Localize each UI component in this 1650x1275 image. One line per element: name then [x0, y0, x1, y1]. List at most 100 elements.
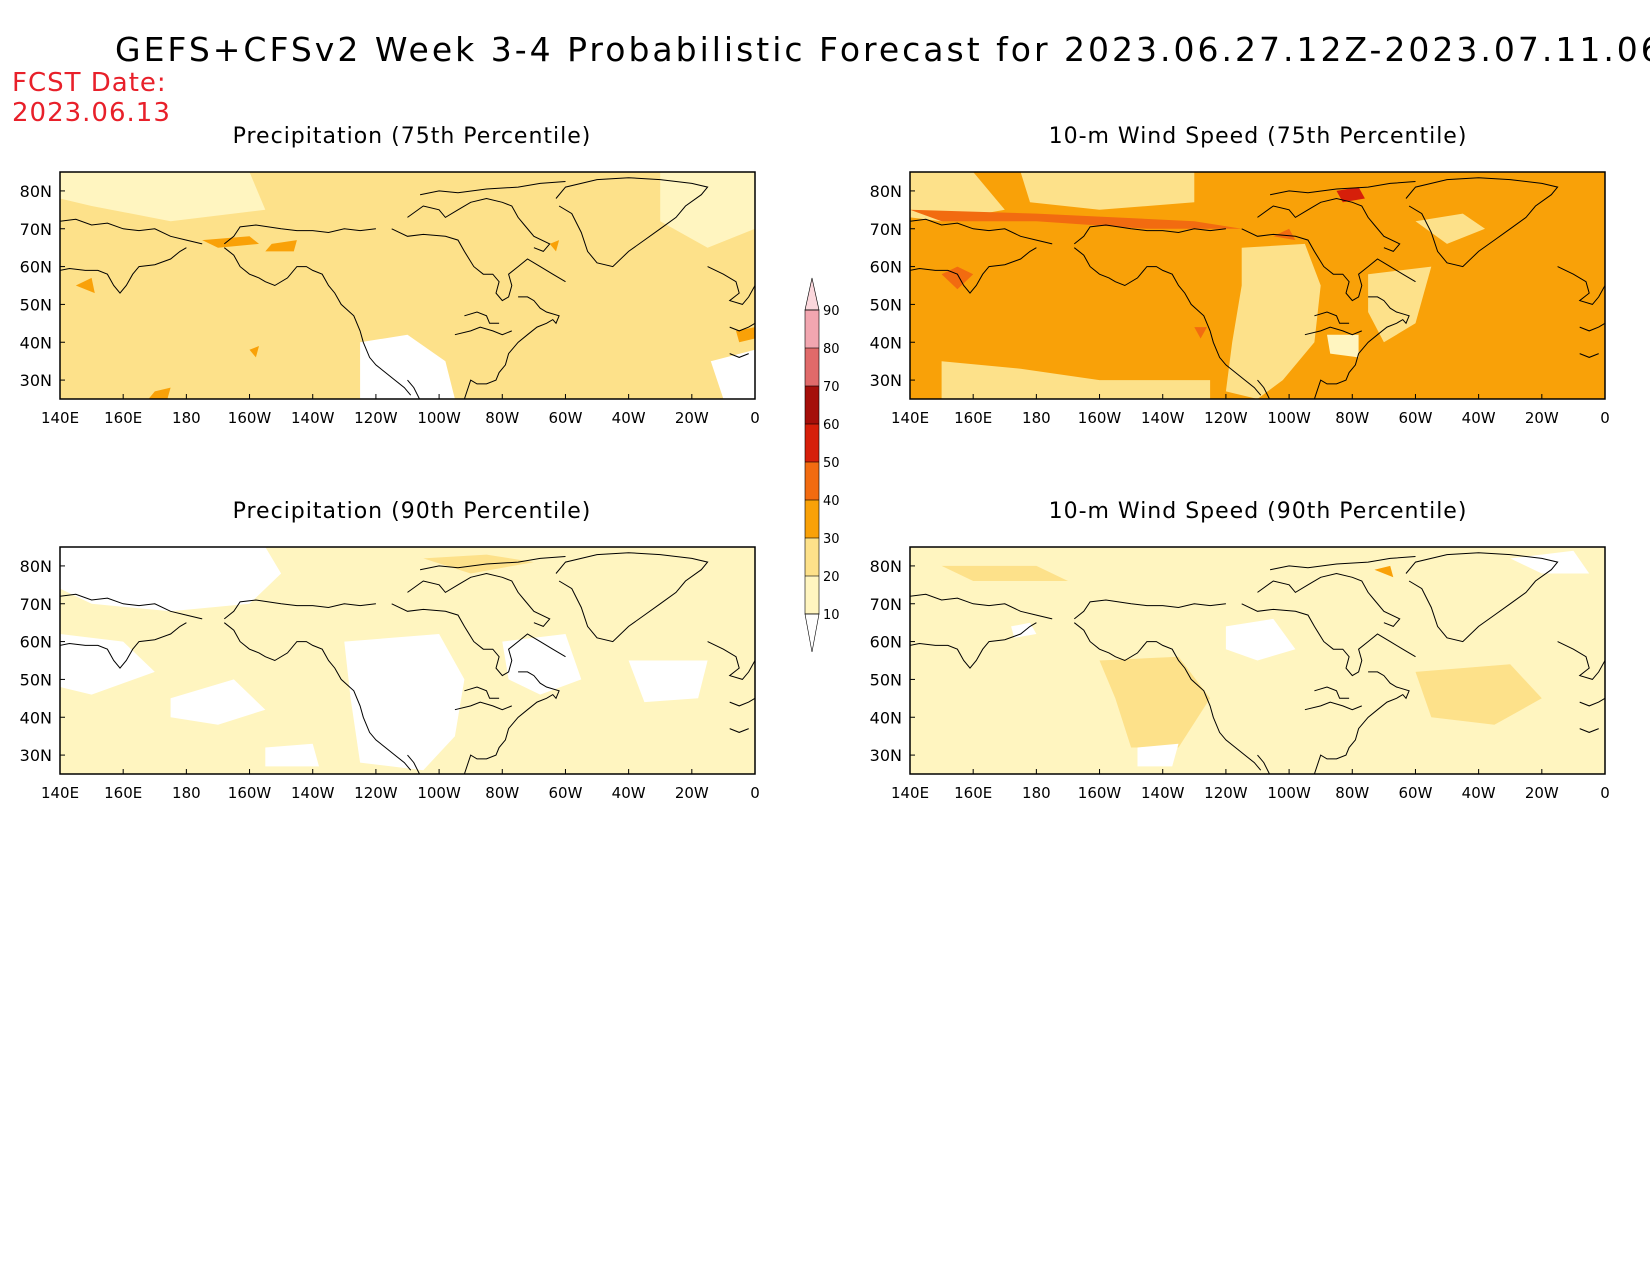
lat-label: 80N	[870, 557, 902, 576]
coastline	[707, 266, 755, 305]
coastline	[1314, 686, 1350, 699]
colorbar-label: 30	[823, 532, 840, 547]
panel-title-precip-75: Precipitation (75th Percentile)	[232, 124, 592, 149]
lon-label: 0	[1600, 784, 1610, 802]
forecast-date: FCST Date: 2023.06.13	[12, 68, 171, 128]
coastline	[910, 218, 1053, 245]
coastline	[910, 247, 1037, 294]
lon-label: 60W	[548, 784, 582, 802]
colorbar-swatch	[805, 386, 819, 424]
lat-label: 40N	[20, 708, 52, 727]
lon-label: 180	[172, 784, 201, 802]
map-precip-75: 80N 70N 60N 50N 40N 30N 140E 160E 180 160W 140W 120…	[20, 171, 760, 427]
lon-label: 20W	[1525, 409, 1559, 427]
lon-label: 40W	[1462, 784, 1496, 802]
coastline	[729, 353, 749, 358]
map-frame	[909, 171, 1606, 400]
colorbar-bottom-arrow	[804, 613, 820, 653]
field-patch	[1194, 327, 1207, 339]
lon-label: 0	[750, 784, 760, 802]
map-frame	[909, 546, 1606, 775]
lon-label: 60W	[1398, 409, 1432, 427]
coastline	[223, 247, 412, 396]
colorbar-top-arrow	[804, 277, 820, 311]
lon-label: 120W	[354, 784, 398, 802]
field-patch	[628, 660, 708, 703]
lat-label: 40N	[20, 333, 52, 352]
field-patch	[1020, 172, 1195, 210]
coastline	[454, 701, 512, 711]
coastline	[1557, 641, 1605, 680]
lon-label: 40W	[1462, 409, 1496, 427]
colorbar-label: 80	[823, 342, 840, 357]
coastline	[1073, 224, 1226, 245]
lat-label: 60N	[870, 633, 902, 652]
lon-label: 120W	[1204, 409, 1248, 427]
coastline	[420, 181, 566, 196]
coastline	[1304, 326, 1362, 336]
lon-label: 160W	[1078, 409, 1122, 427]
lat-label: 40N	[870, 333, 902, 352]
lat-label: 80N	[20, 557, 52, 576]
field-patch	[60, 634, 155, 695]
lon-label: 140E	[41, 784, 79, 802]
lon-label: 160W	[1078, 784, 1122, 802]
colorbar-label: 50	[823, 456, 840, 471]
lon-label: 160E	[954, 409, 992, 427]
lat-label: 60N	[20, 258, 52, 277]
lat-label: 30N	[20, 746, 52, 765]
field-patch	[1273, 228, 1296, 241]
field-patch	[736, 327, 755, 343]
field-patch	[1099, 656, 1211, 748]
coastline	[910, 622, 1037, 669]
lon-label: 60W	[548, 409, 582, 427]
coastline	[1257, 296, 1410, 399]
field-patch	[249, 346, 259, 358]
coastline	[464, 311, 500, 324]
coastline	[729, 728, 749, 733]
colorbar-swatch	[805, 310, 819, 348]
field-patch	[1368, 266, 1432, 343]
lat-label: 50N	[20, 295, 52, 314]
lon-label: 0	[1600, 409, 1610, 427]
colorbar-label: 90	[823, 304, 840, 319]
coastline	[1073, 622, 1262, 771]
colorbar-swatch	[805, 500, 819, 538]
lon-label: 120W	[354, 409, 398, 427]
field-patch	[360, 334, 455, 399]
field-patch	[910, 209, 1242, 229]
colorbar-swatch	[805, 424, 819, 462]
coastline	[1579, 353, 1599, 358]
coastline	[1073, 247, 1262, 396]
lon-label: 140W	[1141, 409, 1185, 427]
coastline	[1579, 322, 1605, 332]
lat-label: 70N	[20, 220, 52, 239]
lat-label: 30N	[870, 371, 902, 390]
coastline	[60, 247, 187, 294]
lon-label: 0	[750, 409, 760, 427]
field-patch	[710, 349, 755, 399]
field-patch	[1225, 243, 1321, 399]
coastline	[407, 671, 560, 774]
coastline	[60, 593, 203, 620]
lon-label: 40W	[612, 409, 646, 427]
lon-label: 100W	[417, 409, 461, 427]
coastline	[391, 228, 566, 302]
forecast-date-label: FCST Date:	[12, 68, 167, 98]
field-patch	[1336, 187, 1365, 203]
lat-label: 70N	[20, 595, 52, 614]
lat-label: 80N	[20, 182, 52, 201]
lat-label: 60N	[20, 633, 52, 652]
lon-label: 180	[1022, 784, 1051, 802]
field-patch	[1225, 618, 1296, 661]
lon-label: 140W	[291, 784, 335, 802]
lon-label: 80W	[485, 784, 519, 802]
lon-label: 140W	[291, 409, 335, 427]
lon-label: 140E	[891, 409, 929, 427]
coastline	[707, 641, 755, 680]
lon-label: 160E	[104, 409, 142, 427]
field-patch	[549, 240, 560, 252]
field-patch	[1415, 213, 1485, 244]
lat-label: 70N	[870, 595, 902, 614]
colorbar-swatch	[805, 348, 819, 386]
